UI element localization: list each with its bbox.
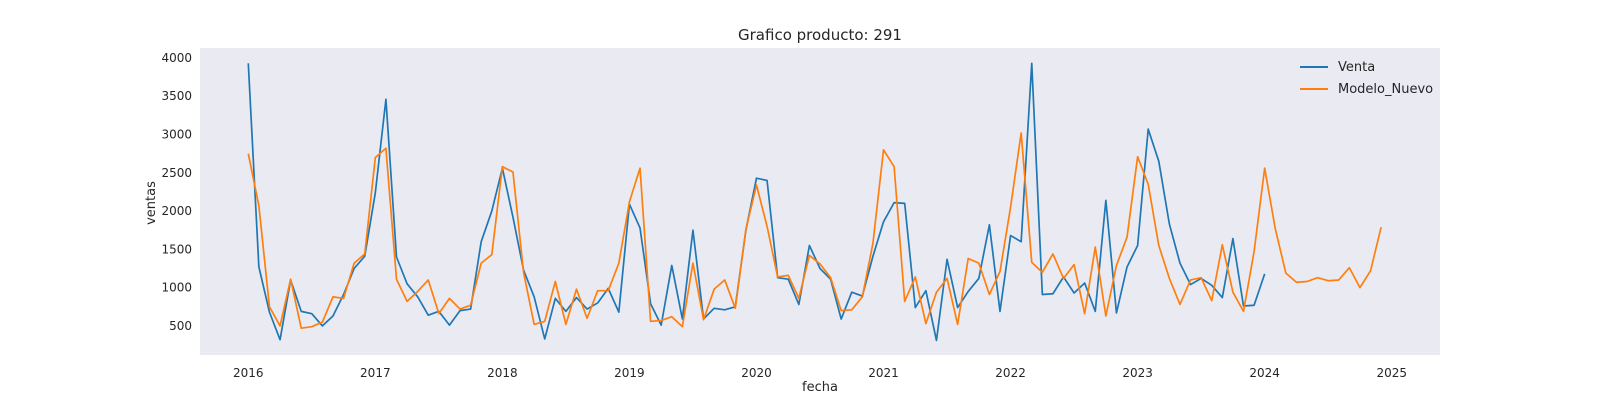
y-tick-label: 1500 [161,242,192,256]
y-tick-label: 4000 [161,51,192,65]
x-tick-label: 2025 [1376,366,1407,380]
series-line-modelo-nuevo [247,132,1382,330]
y-axis-label: ventas [144,181,159,225]
y-tick-label: 3500 [161,89,192,103]
y-axis-ticks: 500 1000 1500 2000 2500 3000 3500 4000 [161,51,192,333]
x-tick-label: 2023 [1122,366,1153,380]
x-axis-label: fecha [802,380,838,395]
x-tick-label: 2019 [614,366,645,380]
chart-title: Grafico producto: 291 [738,26,902,44]
x-tick-label: 2024 [1249,366,1280,380]
y-tick-label: 1000 [161,281,192,295]
legend-label: Venta [1338,60,1375,75]
y-tick-label: 2000 [161,204,192,218]
x-tick-label: 2016 [233,366,264,380]
y-tick-label: 500 [169,319,192,333]
x-tick-label: 2018 [487,366,518,380]
y-tick-label: 3000 [161,128,192,142]
series-lines [247,62,1382,342]
y-tick-label: 2500 [161,166,192,180]
legend-label: Modelo_Nuevo [1338,82,1433,97]
x-tick-label: 2022 [995,366,1026,380]
plot-area [200,48,1440,355]
x-tick-label: 2020 [741,366,772,380]
x-tick-label: 2021 [868,366,899,380]
x-axis-ticks: 2016 2017 2018 2019 2020 2021 2022 2023 2024 2025 [233,366,1407,380]
series-line-venta [247,62,1266,342]
legend: Venta Modelo_Nuevo [1300,60,1433,97]
x-tick-label: 2017 [360,366,391,380]
